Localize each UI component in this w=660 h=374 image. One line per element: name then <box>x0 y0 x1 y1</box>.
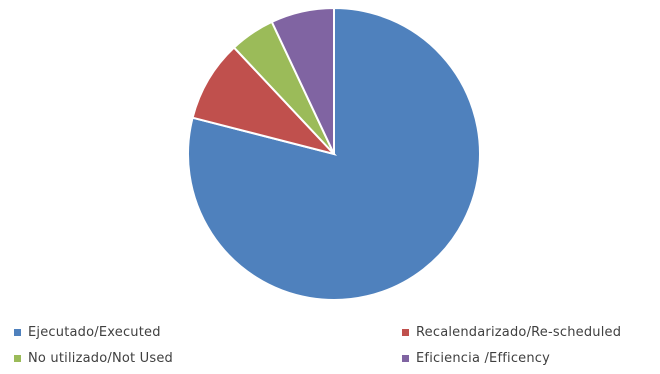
legend-label-rescheduled: Recalendarizado/Re-scheduled <box>416 324 622 340</box>
legend-item-not-used: No utilizado/Not Used <box>14 348 173 368</box>
legend-swatch-rescheduled <box>402 328 409 336</box>
legend-item-efficiency: Eficiencia /Efficency <box>402 348 550 368</box>
legend-item-rescheduled: Recalendarizado/Re-scheduled <box>402 322 621 342</box>
pie-slices <box>187 6 481 300</box>
pie-chart <box>187 6 481 300</box>
legend-label-not-used: No utilizado/Not Used <box>28 350 174 366</box>
chart-legend: Ejecutado/Executed Recalendarizado/Re-sc… <box>0 316 660 374</box>
pie-slice-rescheduled <box>191 46 338 156</box>
legend-item-executed: Ejecutado/Executed <box>14 322 161 342</box>
legend-swatch-not-used <box>14 354 21 362</box>
legend-label-efficiency: Eficiencia /Efficency <box>416 350 551 366</box>
legend-swatch-efficiency <box>402 354 409 362</box>
legend-swatch-executed <box>14 328 21 336</box>
legend-label-executed: Ejecutado/Executed <box>28 324 161 340</box>
pie-slice-efficiency <box>270 6 335 155</box>
